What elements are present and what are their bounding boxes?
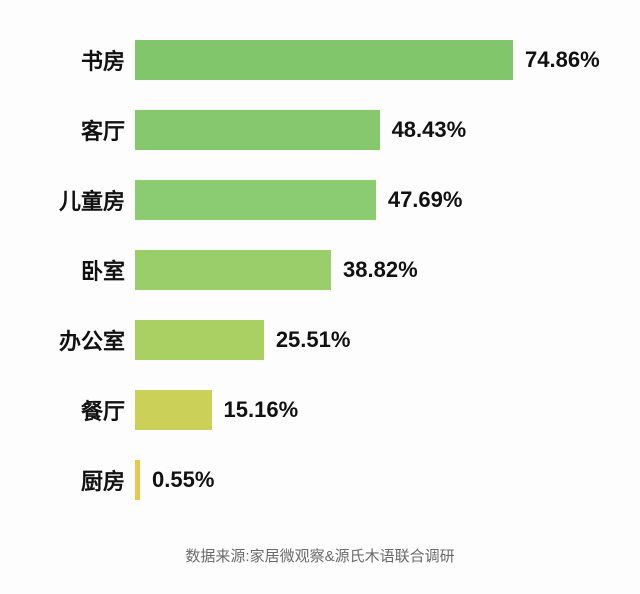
bar-track — [135, 110, 380, 150]
bar-row: 客厅 48.43% — [0, 110, 640, 150]
bar-row: 卧室 38.82% — [0, 250, 640, 290]
value-label: 15.16% — [212, 397, 299, 423]
horizontal-bar-chart: 书房 74.86% 客厅 48.43% 儿童房 47.69% 卧室 38.82% 办公室 25.5… — [0, 40, 640, 530]
bar-row: 办公室 25.51% — [0, 320, 640, 360]
bar — [135, 180, 376, 220]
bar-track — [135, 250, 331, 290]
value-label: 47.69% — [376, 187, 463, 213]
bar — [135, 320, 264, 360]
bar-row: 餐厅 15.16% — [0, 390, 640, 430]
bar-track — [135, 320, 264, 360]
bar-track — [135, 40, 513, 80]
value-label: 48.43% — [380, 117, 467, 143]
bar-row: 厨房0.55% — [0, 460, 640, 500]
category-label: 客厅 — [0, 114, 135, 146]
bar-track — [135, 390, 212, 430]
category-label: 卧室 — [0, 254, 135, 286]
category-label: 办公室 — [0, 324, 135, 356]
bar-track — [135, 180, 376, 220]
bar — [135, 40, 513, 80]
value-label: 74.86% — [513, 47, 600, 73]
category-label: 餐厅 — [0, 394, 135, 426]
category-label: 儿童房 — [0, 184, 135, 216]
bar-row: 书房 74.86% — [0, 40, 640, 80]
bar — [135, 390, 212, 430]
bar — [135, 110, 380, 150]
data-source-line: 数据来源:家居微观察&源氏木语联合调研 — [0, 545, 640, 566]
category-label: 厨房 — [0, 464, 135, 496]
category-label: 书房 — [0, 44, 135, 76]
value-label: 25.51% — [264, 327, 351, 353]
value-label: 0.55% — [140, 467, 214, 493]
bar — [135, 250, 331, 290]
value-label: 38.82% — [331, 257, 418, 283]
bar-row: 儿童房 47.69% — [0, 180, 640, 220]
